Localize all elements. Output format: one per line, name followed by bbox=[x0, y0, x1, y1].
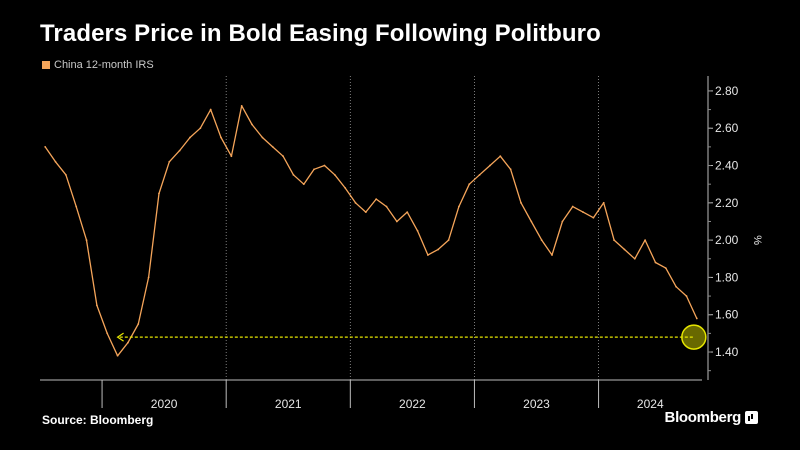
data-point bbox=[209, 108, 212, 111]
data-point bbox=[313, 168, 316, 171]
data-point bbox=[509, 168, 512, 171]
data-point bbox=[437, 248, 440, 251]
x-tick-label: 2020 bbox=[151, 397, 178, 411]
chart-title: Traders Price in Bold Easing Following P… bbox=[40, 20, 601, 47]
data-point bbox=[127, 341, 129, 344]
x-tick-label: 2023 bbox=[523, 397, 550, 411]
data-point bbox=[375, 198, 378, 200]
annotation-arrow-head bbox=[116, 332, 124, 342]
data-point bbox=[385, 205, 388, 208]
data-point bbox=[240, 104, 243, 107]
data-point bbox=[458, 205, 460, 208]
legend-label: China 12-month IRS bbox=[54, 59, 154, 71]
data-point bbox=[571, 205, 574, 208]
brand-name: Bloomberg bbox=[664, 409, 742, 426]
series-layer bbox=[44, 104, 698, 357]
data-point bbox=[147, 276, 150, 279]
data-point bbox=[644, 239, 647, 242]
data-point bbox=[116, 354, 119, 357]
data-point bbox=[623, 248, 626, 251]
data-point bbox=[199, 127, 202, 130]
data-point bbox=[395, 220, 398, 223]
data-point bbox=[64, 173, 67, 176]
bloomberg-logo: Bloomberg bbox=[665, 409, 758, 426]
data-point bbox=[323, 164, 326, 167]
data-point bbox=[561, 220, 564, 223]
data-point bbox=[664, 267, 667, 269]
data-point bbox=[530, 220, 533, 223]
data-point bbox=[582, 211, 584, 214]
data-point bbox=[158, 192, 160, 195]
data-point bbox=[137, 323, 140, 325]
y-tick-label: 2.00 bbox=[715, 233, 739, 247]
data-point bbox=[426, 254, 429, 256]
y-tick-label: 2.80 bbox=[715, 84, 739, 98]
bloomberg-mark-icon bbox=[745, 411, 758, 424]
series-line bbox=[44, 105, 698, 357]
data-point bbox=[613, 239, 615, 242]
data-point bbox=[695, 317, 698, 320]
data-point bbox=[499, 155, 502, 158]
annotation-circle bbox=[681, 324, 707, 350]
data-point bbox=[406, 211, 409, 214]
y-tick-label: 2.20 bbox=[715, 196, 739, 210]
data-point bbox=[592, 216, 595, 219]
source-note: Source: Bloomberg bbox=[42, 413, 154, 427]
y-axis-unit: % bbox=[751, 235, 763, 245]
y-tick-label: 1.80 bbox=[715, 270, 739, 284]
data-point bbox=[271, 145, 274, 148]
data-point bbox=[675, 285, 678, 288]
data-point bbox=[302, 183, 305, 186]
data-point bbox=[416, 229, 419, 232]
data-point bbox=[106, 332, 109, 335]
data-point bbox=[282, 155, 284, 158]
data-point bbox=[292, 173, 295, 176]
axes: 2020 2021 2022 2023 2024 1.40 1.60 1.80 2.00 2.20… bbox=[40, 76, 763, 411]
data-point bbox=[447, 239, 450, 242]
data-point bbox=[468, 183, 471, 186]
data-point bbox=[230, 155, 233, 158]
annotations bbox=[116, 324, 707, 350]
data-point bbox=[178, 149, 181, 152]
data-point bbox=[85, 239, 88, 242]
y-tick-label: 1.40 bbox=[715, 345, 739, 359]
y-tick-label: 2.60 bbox=[715, 121, 739, 135]
data-point bbox=[54, 160, 57, 163]
data-point bbox=[168, 160, 171, 163]
legend-swatch bbox=[42, 61, 50, 69]
y-tick-label: 1.60 bbox=[715, 308, 739, 322]
data-point bbox=[551, 254, 553, 256]
data-point bbox=[364, 211, 367, 214]
chart-legend: China 12-month IRS bbox=[42, 59, 154, 71]
data-point bbox=[333, 173, 336, 176]
data-point bbox=[489, 164, 491, 167]
x-tick-label: 2022 bbox=[399, 397, 426, 411]
data-point bbox=[220, 136, 222, 139]
data-point bbox=[189, 136, 191, 139]
data-point bbox=[478, 173, 481, 176]
data-point bbox=[633, 257, 636, 260]
data-point bbox=[44, 145, 47, 148]
data-point bbox=[685, 295, 688, 297]
data-point bbox=[75, 205, 78, 208]
x-tick-label: 2024 bbox=[637, 397, 664, 411]
x-tick-label: 2021 bbox=[275, 397, 302, 411]
data-point bbox=[344, 187, 347, 189]
data-point bbox=[251, 123, 253, 126]
data-point bbox=[602, 201, 605, 204]
data-point bbox=[540, 239, 543, 242]
data-point bbox=[261, 136, 264, 139]
data-point bbox=[354, 201, 357, 204]
data-point bbox=[95, 304, 98, 307]
grid-lines bbox=[225, 76, 599, 380]
data-point bbox=[520, 201, 522, 204]
data-point bbox=[654, 261, 657, 264]
y-tick-label: 2.40 bbox=[715, 159, 739, 173]
